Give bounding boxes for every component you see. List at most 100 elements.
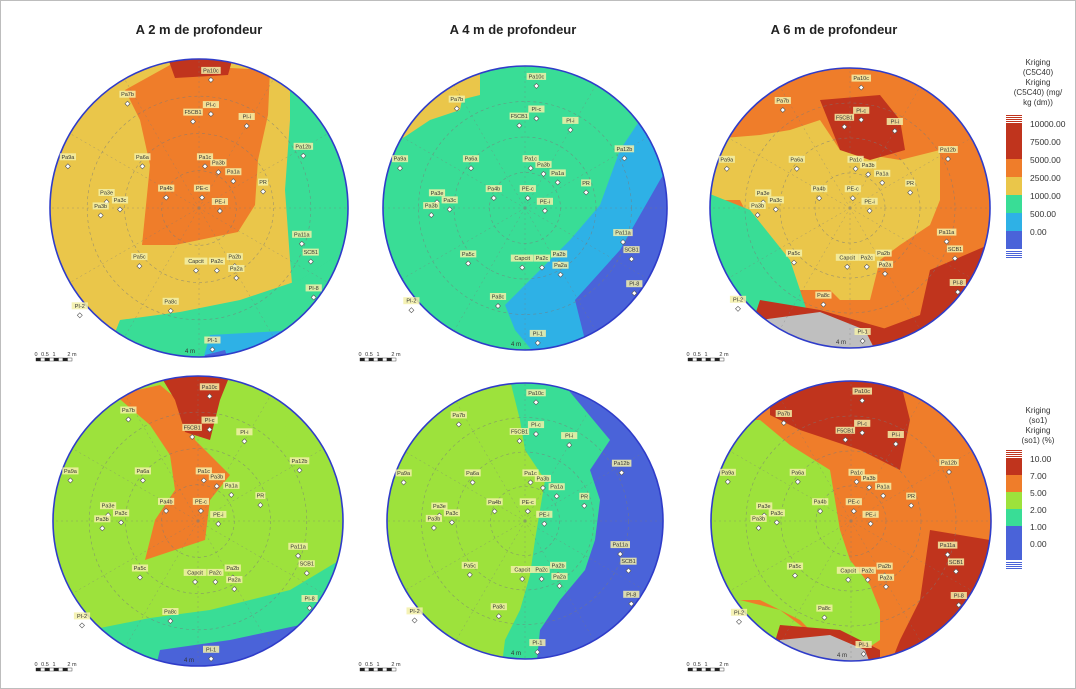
point-label-bg — [861, 197, 878, 205]
point-label: Pa7b — [121, 92, 134, 98]
point-label: Pa1c — [850, 470, 863, 476]
sample-point — [852, 165, 859, 172]
sample-point — [567, 126, 574, 133]
point-label: Pa1a — [550, 485, 564, 491]
legend-swatch-stripe — [1006, 456, 1022, 457]
point-label-bg — [199, 383, 220, 391]
overlay-so1-2m: 4 mPa10cPa7bPI-cF5CB1PI-iPa12bPa1cPa3bPa… — [52, 375, 344, 667]
legend-label: 1000.00 — [1030, 191, 1061, 201]
legend-label: 2.00 — [1030, 505, 1047, 515]
sample-point — [865, 171, 872, 178]
point-label: Pa8c — [817, 293, 830, 299]
point-label: Pa2a — [230, 267, 244, 273]
sample-point — [215, 520, 222, 527]
legend-label: 7500.00 — [1030, 137, 1061, 147]
sample-point — [534, 339, 541, 346]
point-label-bg — [854, 328, 871, 335]
point-label-bg — [302, 248, 319, 256]
sample-point — [213, 483, 220, 490]
sample-point — [952, 255, 958, 262]
sample-point — [867, 520, 874, 527]
point-label-bg — [877, 573, 895, 581]
sample-point — [866, 207, 873, 214]
point-label-bg — [610, 541, 630, 549]
grid-spoke — [729, 450, 852, 522]
point-label-bg — [614, 145, 635, 153]
point-label: Pa3c — [115, 511, 128, 517]
point-label-bg — [522, 469, 539, 477]
point-label: SCB1 — [300, 562, 314, 568]
legend-label: 2500.00 — [1030, 173, 1061, 183]
point-label: Pa10c — [529, 74, 545, 80]
sample-point — [792, 572, 798, 579]
point-label: Pa6a — [791, 470, 805, 476]
grid-spoke — [197, 520, 271, 647]
scale-segment — [49, 357, 55, 362]
scale-bar: 0 0.5 1 2 m — [34, 662, 77, 672]
point-label: Pa1a — [227, 170, 241, 176]
sample-point — [167, 307, 174, 314]
point-label-bg — [774, 97, 791, 104]
point-label-bg — [947, 558, 965, 566]
point-label: PE-i — [539, 512, 549, 518]
sample-point — [860, 651, 867, 657]
sample-point — [541, 520, 548, 527]
scale-segment — [53, 357, 59, 362]
scale-segment — [364, 357, 370, 362]
point-label: Pa10c — [528, 391, 544, 397]
point-label: SCB1 — [949, 560, 963, 566]
sample-point — [581, 502, 588, 509]
point-label: Pa3b — [537, 162, 550, 168]
point-label: Pa3b — [862, 163, 875, 169]
grid-spoke — [849, 86, 921, 209]
sample-point — [64, 163, 71, 170]
point-label: Pa7b — [452, 413, 465, 419]
point-label: F5CB1 — [836, 115, 853, 121]
point-label-bg — [847, 155, 864, 163]
grid-spoke — [728, 137, 851, 209]
sample-point — [724, 478, 731, 485]
point-label: Pa11a — [939, 230, 955, 236]
sample-point — [864, 576, 871, 583]
point-label: Pa2a — [553, 574, 567, 580]
point-label-bg — [551, 250, 568, 258]
sample-point — [257, 502, 264, 509]
point-label-bg — [131, 564, 149, 572]
scale-segment — [687, 357, 693, 362]
sample-point — [625, 567, 632, 574]
point-label: Pa3b — [536, 476, 549, 482]
scale-segment — [382, 667, 388, 672]
sample-point — [755, 525, 762, 531]
sample-point — [754, 212, 761, 218]
point-label: PI-2 — [77, 614, 87, 620]
legend-swatch — [1006, 159, 1022, 177]
overlay-c5c40-2m: 4 mPa10cPa7bPI-cF5CB1PI-iPa12bPa1cPa3bPa… — [49, 58, 349, 358]
sample-point — [583, 189, 590, 196]
point-label: PE-i — [215, 200, 225, 206]
point-label-bg — [391, 155, 409, 163]
point-label-bg — [431, 502, 448, 510]
scale-segment — [58, 357, 64, 362]
point-label-bg — [208, 473, 225, 481]
point-label-bg — [623, 590, 640, 598]
sample-point — [428, 212, 435, 219]
point-label-bg — [425, 514, 442, 522]
scale-segment — [391, 357, 397, 362]
point-label-bg — [905, 179, 916, 187]
point-label-bg — [288, 542, 308, 550]
sample-point — [231, 586, 238, 593]
point-label: PI-2 — [733, 297, 743, 303]
point-label-bg — [623, 246, 640, 254]
point-label-bg — [834, 113, 855, 121]
point-label-bg — [534, 474, 551, 482]
scale-label: 1 — [704, 662, 707, 668]
point-label: PI-8 — [305, 597, 315, 603]
sample-point — [533, 115, 540, 122]
point-label: Capcit — [514, 568, 530, 574]
point-label: Pa11a — [294, 232, 310, 238]
legend-swatch — [1006, 195, 1022, 213]
point-label: SCB1 — [304, 250, 318, 256]
sample-point — [908, 502, 915, 509]
point-label: Pa2b — [877, 251, 890, 257]
point-label: Pa5c — [788, 251, 801, 257]
